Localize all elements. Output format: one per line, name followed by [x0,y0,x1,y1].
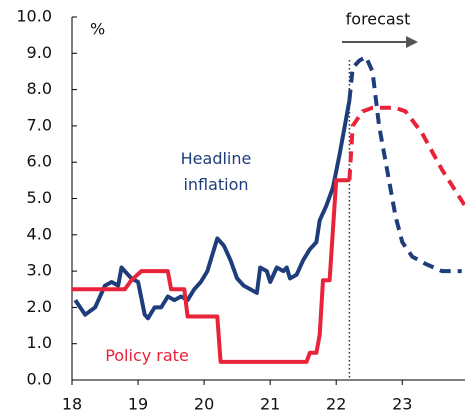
x-tick-label: 19 [128,395,148,414]
y-tick-label: 10.0 [16,7,52,26]
y-tick-label: 9.0 [27,43,52,62]
forecast-label: forecast [346,10,411,29]
y-tick-label: 8.0 [27,79,52,98]
y-tick-label: 0.0 [27,370,52,389]
forecast-arrow-head [406,36,418,48]
unit-label: % [90,20,105,39]
series-line [72,178,350,364]
forecast-line [347,105,465,207]
series-label: Headline inflation [180,149,252,194]
x-tick-label: 21 [260,395,280,414]
x-tick-label: 23 [392,395,412,414]
y-tick-label: 3.0 [27,261,52,280]
x-tick-label: 18 [62,395,82,414]
y-tick-label: 2.0 [27,297,52,316]
y-tick-label: 7.0 [27,115,52,134]
y-tick-label: 4.0 [27,224,52,243]
series-label: Policy rate [105,346,189,365]
y-tick-label: 6.0 [27,152,52,171]
x-tick-label: 22 [326,395,346,414]
y-tick-label: 5.0 [27,188,52,207]
series-line [73,100,352,321]
x-tick-label: 20 [194,395,214,414]
forecast-line [347,54,462,274]
y-tick-label: 1.0 [27,333,52,352]
